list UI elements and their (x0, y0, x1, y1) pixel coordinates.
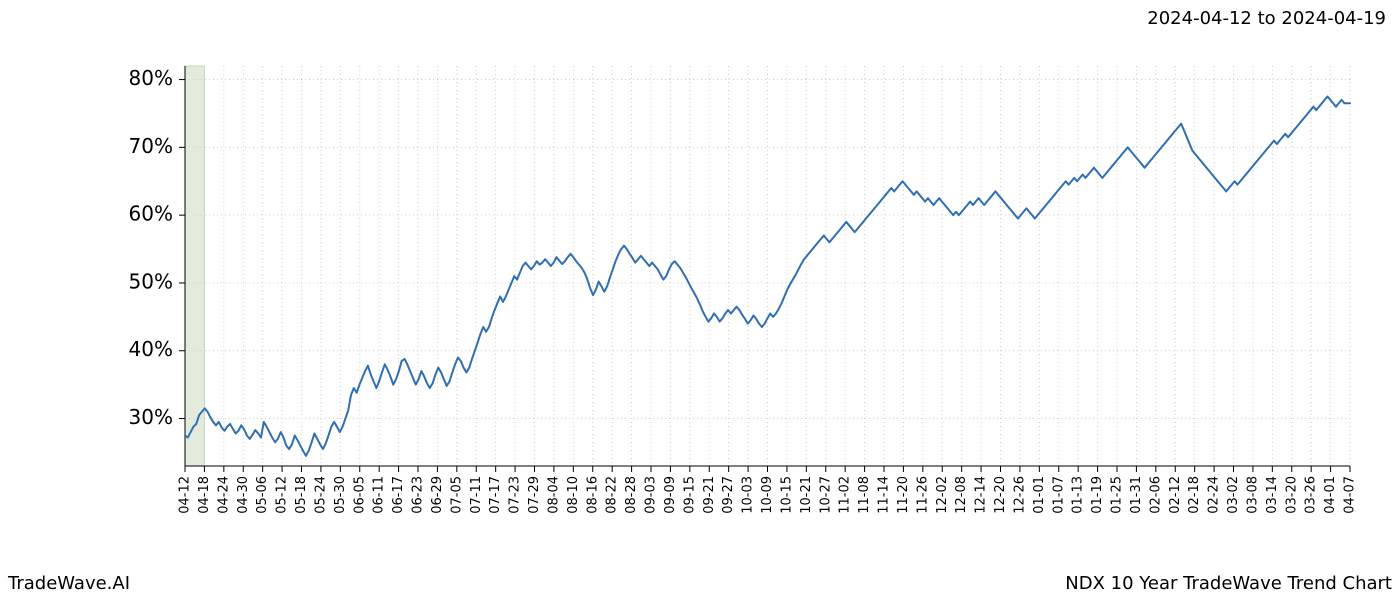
x-tick-label: 10-03 (741, 476, 756, 514)
x-tick-label: 03-20 (1284, 476, 1299, 514)
x-tick-label: 04-01 (1323, 476, 1338, 514)
x-tick-label: 07-29 (527, 476, 542, 514)
x-tick-label: 08-28 (624, 476, 639, 514)
x-tick-label: 03-02 (1226, 476, 1241, 514)
x-tick-label: 08-04 (546, 476, 561, 514)
x-tick-label: 12-20 (993, 476, 1008, 514)
x-tick-label: 03-08 (1245, 476, 1260, 514)
x-tick-label: 12-08 (954, 476, 969, 514)
x-tick-label: 09-27 (721, 476, 736, 514)
x-tick-label: 09-21 (702, 476, 717, 514)
x-tick-label: 08-16 (585, 476, 600, 514)
x-tick-label: 09-03 (644, 476, 659, 514)
x-tick-label: 10-09 (760, 476, 775, 514)
x-tick-label: 08-22 (605, 476, 620, 514)
x-tick-label: 05-12 (275, 476, 290, 514)
y-tick-label: 30% (129, 405, 173, 429)
x-tick-label: 01-01 (1032, 476, 1047, 514)
x-tick-label: 10-15 (779, 476, 794, 514)
x-tick-label: 06-05 (352, 476, 367, 514)
x-tick-label: 11-26 (915, 476, 930, 514)
footer-title: NDX 10 Year TradeWave Trend Chart (1065, 573, 1392, 594)
x-tick-label: 06-23 (411, 476, 426, 514)
x-tick-label: 12-26 (1012, 476, 1027, 514)
x-tick-label: 03-26 (1304, 476, 1319, 514)
x-tick-label: 06-11 (372, 476, 387, 514)
x-tick-label: 01-31 (1129, 476, 1144, 514)
x-tick-label: 04-18 (197, 476, 212, 514)
x-tick-label: 02-24 (1207, 476, 1222, 514)
footer-brand: TradeWave.AI (8, 573, 130, 594)
x-tick-label: 05-24 (313, 476, 328, 514)
x-tick-label: 02-12 (1168, 476, 1183, 514)
x-tick-label: 05-18 (294, 476, 309, 514)
x-tick-label: 06-29 (430, 476, 445, 514)
date-range-label: 2024-04-12 to 2024-04-19 (1147, 8, 1386, 29)
x-tick-label: 06-17 (391, 476, 406, 514)
x-tick-label: 07-23 (508, 476, 523, 514)
y-tick-label: 60% (129, 202, 173, 226)
x-tick-label: 01-07 (1051, 476, 1066, 514)
x-tick-label: 02-18 (1187, 476, 1202, 514)
y-tick-label: 40% (129, 337, 173, 361)
y-tick-label: 50% (129, 269, 173, 293)
x-tick-label: 04-30 (236, 476, 251, 514)
x-tick-label: 11-02 (838, 476, 853, 514)
x-tick-label: 01-13 (1071, 476, 1086, 514)
x-tick-label: 12-02 (935, 476, 950, 514)
x-tick-label: 03-14 (1265, 476, 1280, 514)
x-tick-label: 11-08 (857, 476, 872, 514)
x-tick-label: 11-14 (877, 476, 892, 514)
x-tick-label: 01-25 (1110, 476, 1125, 514)
y-tick-label: 70% (129, 134, 173, 158)
x-tick-label: 08-10 (566, 476, 581, 514)
x-tick-label: 05-06 (255, 476, 270, 514)
x-tick-label: 12-14 (974, 476, 989, 514)
x-tick-label: 04-12 (178, 476, 193, 514)
x-tick-label: 07-05 (449, 476, 464, 514)
x-tick-label: 10-21 (799, 476, 814, 514)
y-tick-label: 80% (129, 66, 173, 90)
x-tick-label: 02-06 (1148, 476, 1163, 514)
x-tick-label: 04-07 (1343, 476, 1358, 514)
x-tick-label: 09-09 (663, 476, 678, 514)
chart-svg: 30% 40% 50% 60% 70% 80% 04-12 04-18 04-24 04-30 05… (0, 36, 1400, 566)
x-tick-label: 07-17 (488, 476, 503, 514)
x-tick-label: 11-20 (896, 476, 911, 514)
x-tick-label: 10-27 (818, 476, 833, 514)
x-tick-label: 07-11 (469, 476, 484, 514)
x-tick-label: 09-15 (682, 476, 697, 514)
chart-container: 2024-04-12 to 2024-04-19 30% 40% 50% 60% 70%… (0, 0, 1400, 600)
x-tick-label: 05-30 (333, 476, 348, 514)
plot-area: 30% 40% 50% 60% 70% 80% 04-12 04-18 04-24 04-30 05… (0, 36, 1400, 566)
x-tick-label: 01-19 (1090, 476, 1105, 514)
x-tick-label: 04-24 (216, 476, 231, 514)
